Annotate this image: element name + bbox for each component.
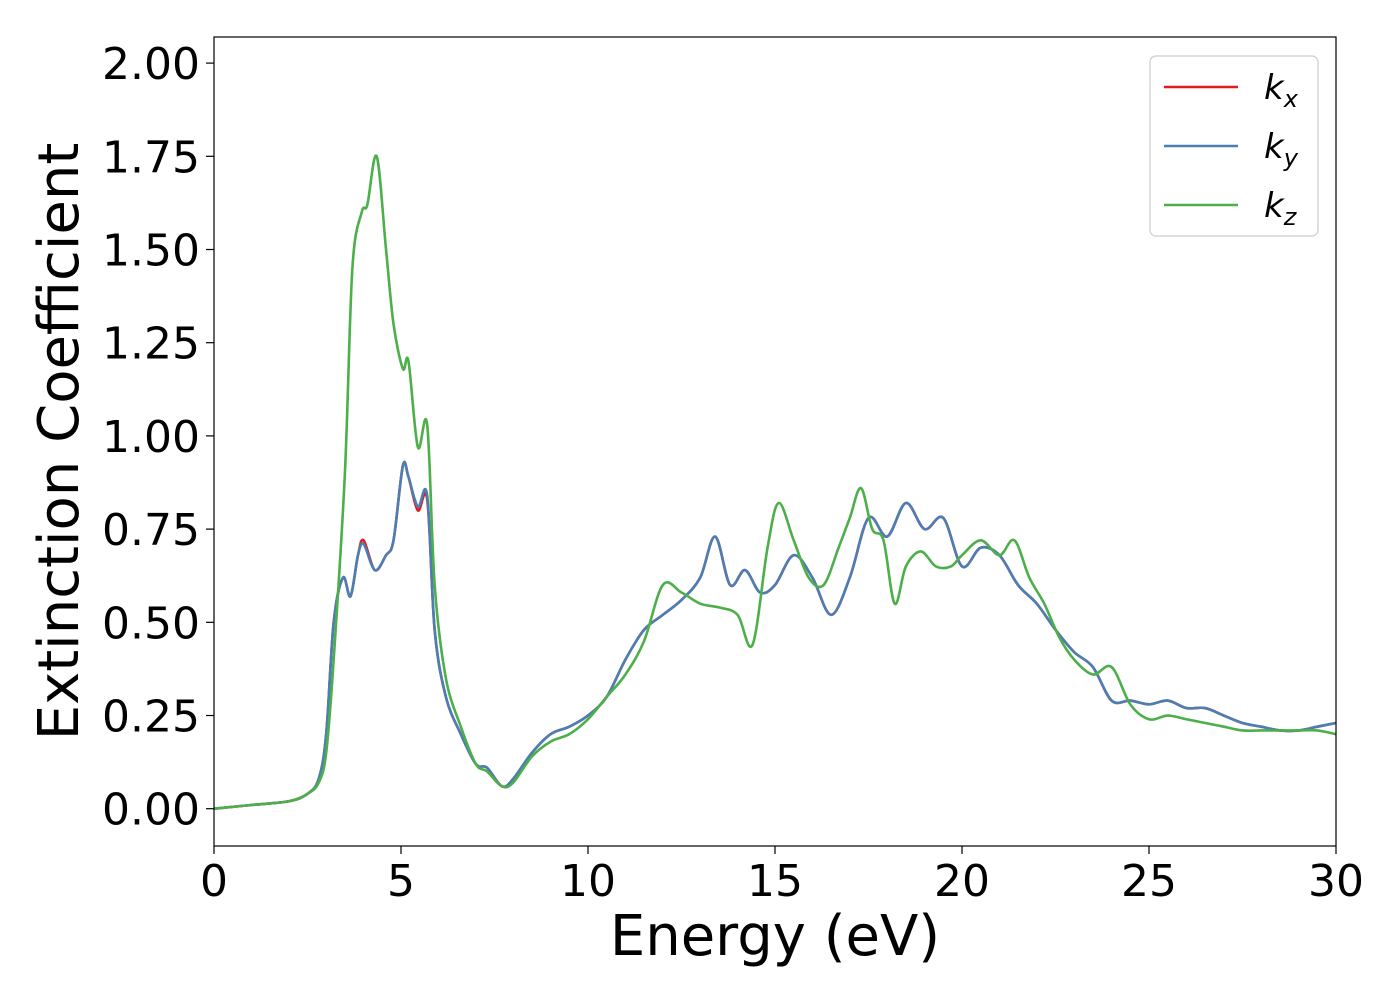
series-layer xyxy=(214,154,1336,811)
series-line-ky xyxy=(214,460,1336,811)
y-tick-label: 1.00 xyxy=(102,412,200,463)
x-tick-label: 20 xyxy=(934,856,990,907)
y-tick-label: 2.00 xyxy=(102,39,200,90)
x-tick-label: 25 xyxy=(1121,856,1177,907)
y-tick-label: 1.25 xyxy=(102,319,200,370)
legend-label-ky: ky xyxy=(1264,127,1299,172)
legend-label-kx: kx xyxy=(1264,68,1299,113)
y-tick-label: 0.00 xyxy=(102,785,200,836)
y-tick-label: 1.75 xyxy=(102,132,200,183)
x-tick-label: 15 xyxy=(747,856,803,907)
x-tick-label: 10 xyxy=(560,856,616,907)
y-axis-title: Extinction Coefficient xyxy=(27,143,92,741)
y-tick-label: 1.50 xyxy=(102,226,200,277)
y-tick-label: 0.75 xyxy=(102,505,200,556)
x-tick-label: 30 xyxy=(1308,856,1364,907)
x-axis-title: Energy (eV) xyxy=(610,904,940,969)
x-tick-label: 0 xyxy=(200,856,228,907)
y-axis: 0.00 0.25 0.50 0.75 1.00 1.25 1.50 1.75 2.00 xyxy=(102,39,214,836)
legend-label-kz: kz xyxy=(1264,186,1298,231)
x-tick-label: 5 xyxy=(387,856,415,907)
legend: kx ky kz xyxy=(1149,55,1319,237)
series-line-kz xyxy=(214,154,1336,811)
y-tick-label: 0.25 xyxy=(102,692,200,743)
x-axis: 0 5 10 15 20 25 30 xyxy=(200,846,1364,907)
y-tick-label: 0.50 xyxy=(102,598,200,649)
